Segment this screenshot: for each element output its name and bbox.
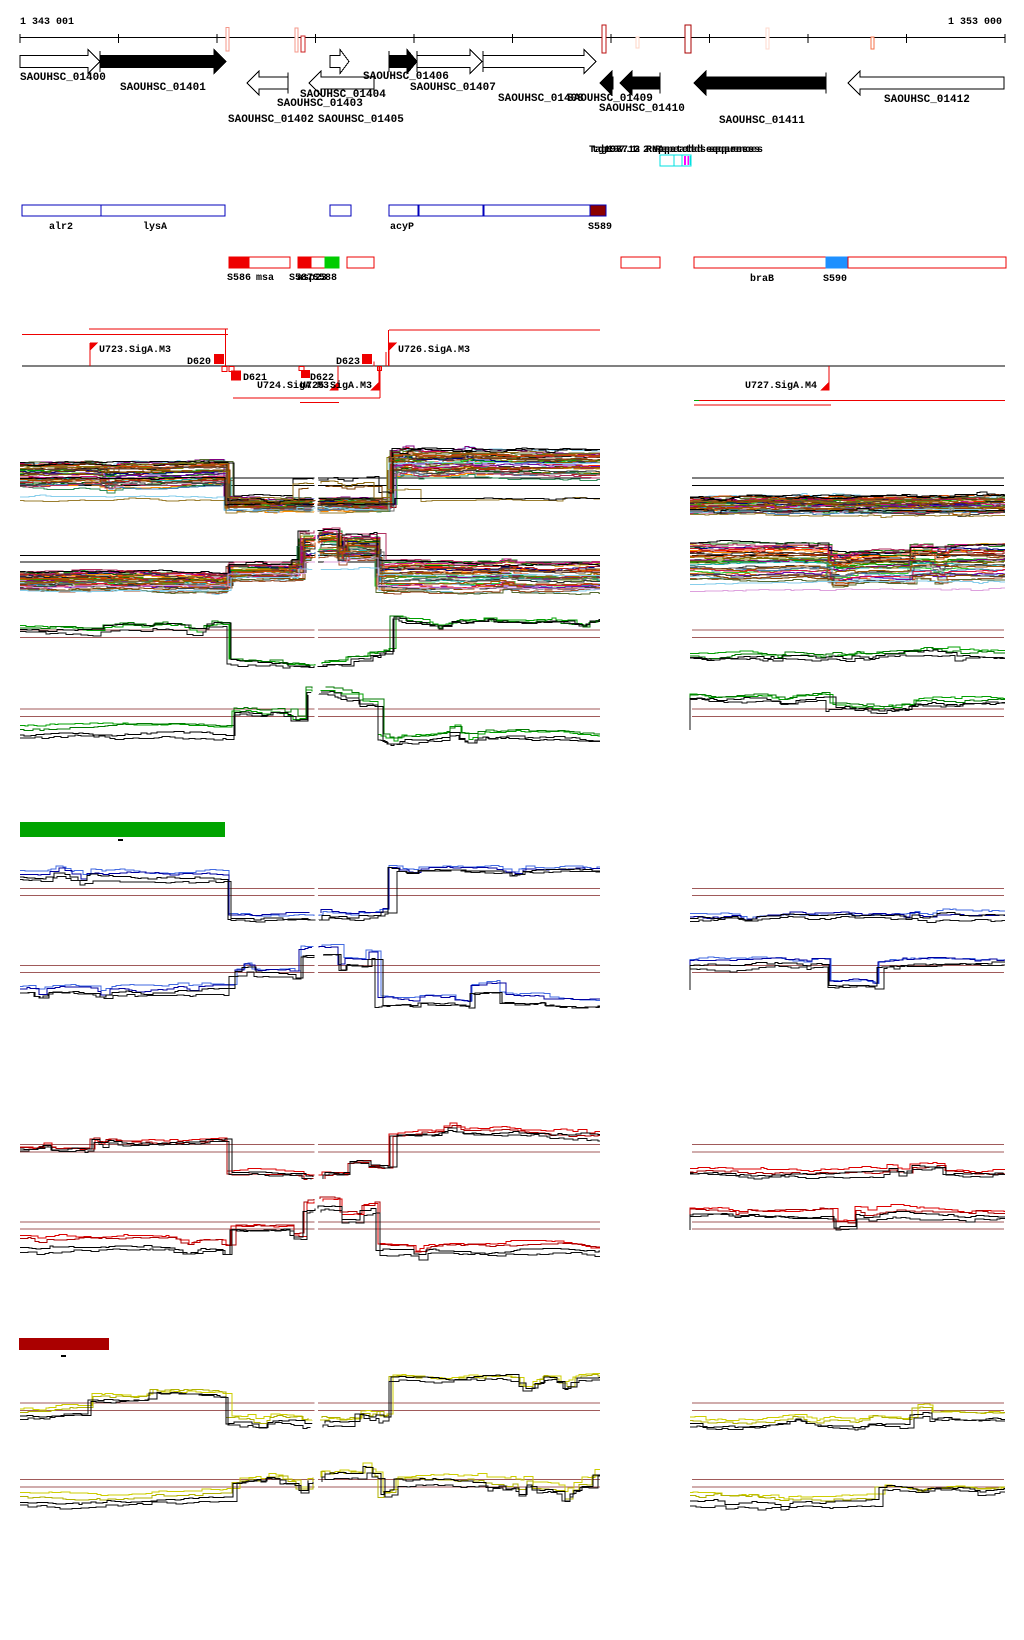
svg-text:U723.SigA.M3: U723.SigA.M3 <box>99 344 171 356</box>
svg-text:S587: S587 <box>289 273 313 284</box>
svg-text:SAOUHSC_01401: SAOUHSC_01401 <box>120 82 206 94</box>
svg-text:D621: D621 <box>243 373 267 384</box>
svg-text:SAOUHSC_01406: SAOUHSC_01406 <box>363 71 449 83</box>
svg-text:D623: D623 <box>336 357 360 368</box>
svg-text:SAOUHSC_01405: SAOUHSC_01405 <box>318 114 404 126</box>
svg-text:SAOUHSC_01408: SAOUHSC_01408 <box>498 93 584 105</box>
svg-text:SAOUHSC_01411: SAOUHSC_01411 <box>719 115 805 127</box>
svg-text:tg1937:3 RNApetchd sequences: tg1937:3 RNApetchd sequences <box>592 144 760 156</box>
svg-text:S590: S590 <box>823 274 847 285</box>
svg-text:braB: braB <box>750 273 774 285</box>
svg-text:SAOUHSC_01410: SAOUHSC_01410 <box>599 103 685 115</box>
svg-text:msa: msa <box>256 273 274 284</box>
svg-text:U725.SigA.M3: U725.SigA.M3 <box>300 380 372 392</box>
svg-text:S588: S588 <box>313 273 337 284</box>
svg-text:SAOUHSC_01400: SAOUHSC_01400 <box>20 72 106 84</box>
svg-text:D620: D620 <box>187 357 211 368</box>
svg-text:D622: D622 <box>310 373 334 384</box>
svg-text:asp23: asp23 <box>297 273 327 284</box>
svg-text:acyP: acyP <box>390 222 414 233</box>
svg-text:U726.SigA.M3: U726.SigA.M3 <box>398 344 470 356</box>
svg-text:SAOUHSC_01403: SAOUHSC_01403 <box>277 98 363 110</box>
svg-text:U724.SigA.M3: U724.SigA.M3 <box>257 380 329 392</box>
svg-text:S589: S589 <box>588 222 612 233</box>
svg-text:lysA: lysA <box>143 221 167 233</box>
svg-text:de97.12 Repeated sequeress: de97.12 Repeated sequeress <box>598 144 754 156</box>
svg-text:S586: S586 <box>227 273 251 284</box>
svg-text:1 343 001: 1 343 001 <box>20 17 74 28</box>
svg-text:Tag197.1 2 Repeated sequences: Tag197.1 2 Repeated sequences <box>589 144 763 156</box>
svg-text:SAOUHSC_01404: SAOUHSC_01404 <box>300 89 386 101</box>
svg-text:1 353 000: 1 353 000 <box>948 17 1002 28</box>
svg-text:SAOUHSC_01407: SAOUHSC_01407 <box>410 82 496 94</box>
svg-text:U727.SigA.M4: U727.SigA.M4 <box>745 380 817 392</box>
svg-text:SAOUHSC_01402: SAOUHSC_01402 <box>228 114 314 126</box>
svg-text:SAOUHSC_01409: SAOUHSC_01409 <box>567 93 653 105</box>
svg-text:alr2: alr2 <box>49 221 73 233</box>
svg-text:SAOUHSC_01412: SAOUHSC_01412 <box>884 94 970 106</box>
